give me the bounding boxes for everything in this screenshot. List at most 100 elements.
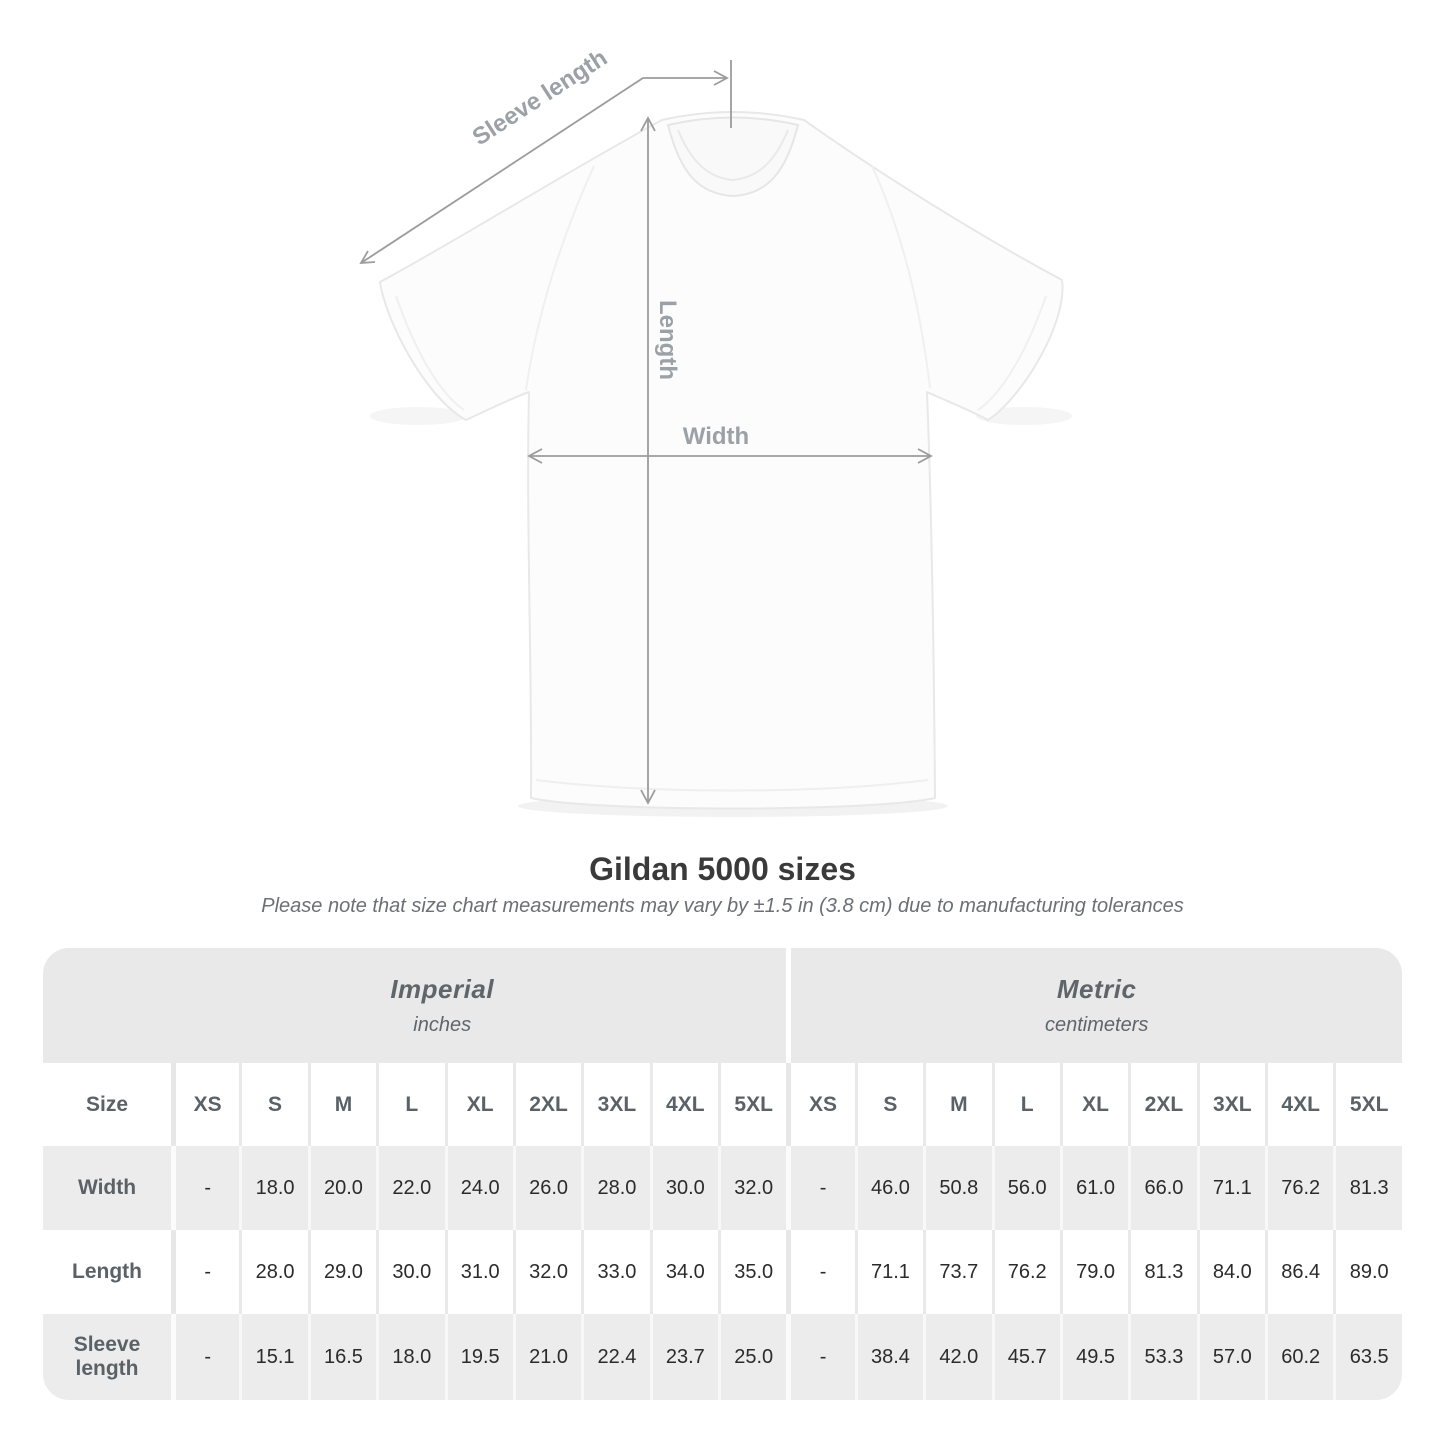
value-cell: 81.3	[1333, 1146, 1402, 1230]
imperial-title: Imperial	[390, 974, 495, 1004]
width-label: Width	[683, 423, 749, 450]
size-col-header-imperial: 4XL	[649, 1063, 718, 1146]
size-col-header-imperial: 5XL	[718, 1063, 786, 1146]
sleeve-hem-left	[395, 295, 465, 411]
value-cell: 24.0	[444, 1146, 513, 1230]
value-cell: 20.0	[307, 1146, 377, 1230]
value-cell: -	[786, 1314, 855, 1400]
row-label-sleeve-length: Sleeve length	[43, 1314, 171, 1400]
value-cell: 61.0	[1059, 1146, 1129, 1230]
imperial-unit: inches	[413, 1014, 472, 1036]
value-cell: 19.5	[444, 1314, 513, 1400]
metric-title: Metric	[1056, 974, 1137, 1004]
value-cell: 18.0	[376, 1314, 445, 1400]
value-cell: 30.0	[649, 1146, 718, 1230]
size-col-header-imperial: 2XL	[512, 1063, 581, 1146]
value-cell: 23.7	[649, 1314, 718, 1400]
size-col-header-imperial: XS	[171, 1063, 239, 1146]
value-cell: 33.0	[581, 1230, 649, 1314]
value-cell: 42.0	[923, 1314, 992, 1400]
value-cell: 71.1	[1196, 1146, 1265, 1230]
shirt-outline	[379, 111, 1064, 810]
value-cell: 49.5	[1059, 1314, 1129, 1400]
size-col-header-metric: 2XL	[1128, 1063, 1196, 1146]
value-cell: 29.0	[307, 1230, 376, 1314]
tolerance-note: Please note that size chart measurements…	[261, 895, 1184, 917]
metric-unit: centimeters	[1045, 1014, 1149, 1036]
value-cell: 46.0	[854, 1146, 924, 1230]
value-cell: -	[786, 1230, 854, 1314]
size-col-header-metric: S	[854, 1063, 923, 1146]
value-cell: 31.0	[444, 1230, 513, 1314]
size-col-header-metric: L	[991, 1063, 1060, 1146]
sleeve-shadow-left	[370, 407, 466, 425]
size-chart: Imperial inches Metric centimeters Size …	[43, 948, 1402, 1400]
width-arrow	[527, 448, 933, 464]
value-cell: -	[786, 1146, 855, 1230]
size-col-header-metric: XS	[786, 1063, 854, 1146]
value-cell: 81.3	[1128, 1230, 1196, 1314]
value-cell: 50.8	[923, 1146, 992, 1230]
value-cell: 71.1	[854, 1230, 923, 1314]
page-title: Gildan 5000 sizes	[589, 851, 856, 887]
size-col-header-imperial: L	[376, 1063, 444, 1146]
value-cell: 35.0	[718, 1230, 786, 1314]
value-cell: 63.5	[1333, 1314, 1402, 1400]
armhole-seam-right	[871, 165, 931, 389]
size-label-cell: Size	[85, 1092, 129, 1116]
imperial-header-cell: Imperial inches	[43, 948, 787, 1063]
value-cell: 45.7	[991, 1314, 1060, 1400]
row-label-length: Length	[72, 1260, 142, 1283]
length-row: Length -28.0 29.0 30.0 31.0 32.0 33.0 34.0 35.0…	[43, 1230, 1402, 1314]
units-header-row: Imperial inches Metric centimeters	[43, 948, 1402, 1063]
value-cell: 18.0	[239, 1146, 308, 1230]
sleeve-length-row: Sleeve length -15.1 16.5 18.0 19.5 21.0 22.4 2…	[43, 1314, 1402, 1400]
value-cell: 34.0	[649, 1230, 718, 1314]
value-cell: 66.0	[1128, 1146, 1197, 1230]
value-cell: -	[171, 1230, 239, 1314]
value-cell: 60.2	[1265, 1314, 1334, 1400]
armhole-seam-left	[525, 165, 595, 391]
value-cell: 73.7	[923, 1230, 991, 1314]
size-col-header-metric: XL	[1059, 1063, 1128, 1146]
size-col-header-metric: 4XL	[1265, 1063, 1333, 1146]
value-cell: -	[171, 1146, 240, 1230]
value-cell: 76.2	[991, 1230, 1060, 1314]
value-cell: -	[171, 1314, 240, 1400]
size-col-header-metric: 3XL	[1196, 1063, 1265, 1146]
value-cell: 56.0	[991, 1146, 1060, 1230]
tshirt-illustration: Sleeve length Length Width	[359, 44, 1064, 817]
value-cell: 84.0	[1196, 1230, 1265, 1314]
sleeve-length-label: Sleeve length	[468, 44, 612, 151]
width-row: Width -18.0 20.0 22.0 24.0 26.0 28.0 30.0 32.0-…	[43, 1146, 1402, 1230]
length-arrow	[640, 116, 656, 805]
bottom-hem-stitch	[535, 779, 929, 792]
sleeve-length-arrow	[359, 60, 732, 265]
value-cell: 15.1	[239, 1314, 308, 1400]
size-col-header-imperial: M	[307, 1063, 376, 1146]
size-col-header-metric: M	[923, 1063, 991, 1146]
value-cell: 76.2	[1265, 1146, 1334, 1230]
value-cell: 86.4	[1265, 1230, 1333, 1314]
value-cell: 53.3	[1128, 1314, 1197, 1400]
value-cell: 57.0	[1196, 1314, 1265, 1400]
length-label: Length	[654, 300, 681, 380]
value-cell: 25.0	[718, 1314, 787, 1400]
size-col-header-metric: 5XL	[1333, 1063, 1402, 1146]
value-cell: 38.4	[854, 1314, 924, 1400]
size-col-header-imperial: S	[239, 1063, 307, 1146]
size-col-header-imperial: XL	[444, 1063, 513, 1146]
size-header-row: Size XS S M L XL 2XL 3XL 4XL 5XL XS S M L XL 2XL 3XL 4XL…	[43, 1063, 1402, 1146]
value-cell: 89.0	[1333, 1230, 1402, 1314]
value-cell: 30.0	[376, 1230, 444, 1314]
value-cell: 32.0	[718, 1146, 787, 1230]
value-cell: 22.0	[376, 1146, 445, 1230]
row-label-width: Width	[43, 1146, 171, 1230]
size-col-header-imperial: 3XL	[581, 1063, 649, 1146]
value-cell: 28.0	[581, 1146, 650, 1230]
collar-band-seam	[677, 129, 789, 182]
value-cell: 26.0	[512, 1146, 582, 1230]
value-cell: 32.0	[512, 1230, 581, 1314]
value-cell: 22.4	[581, 1314, 650, 1400]
value-cell: 16.5	[307, 1314, 377, 1400]
